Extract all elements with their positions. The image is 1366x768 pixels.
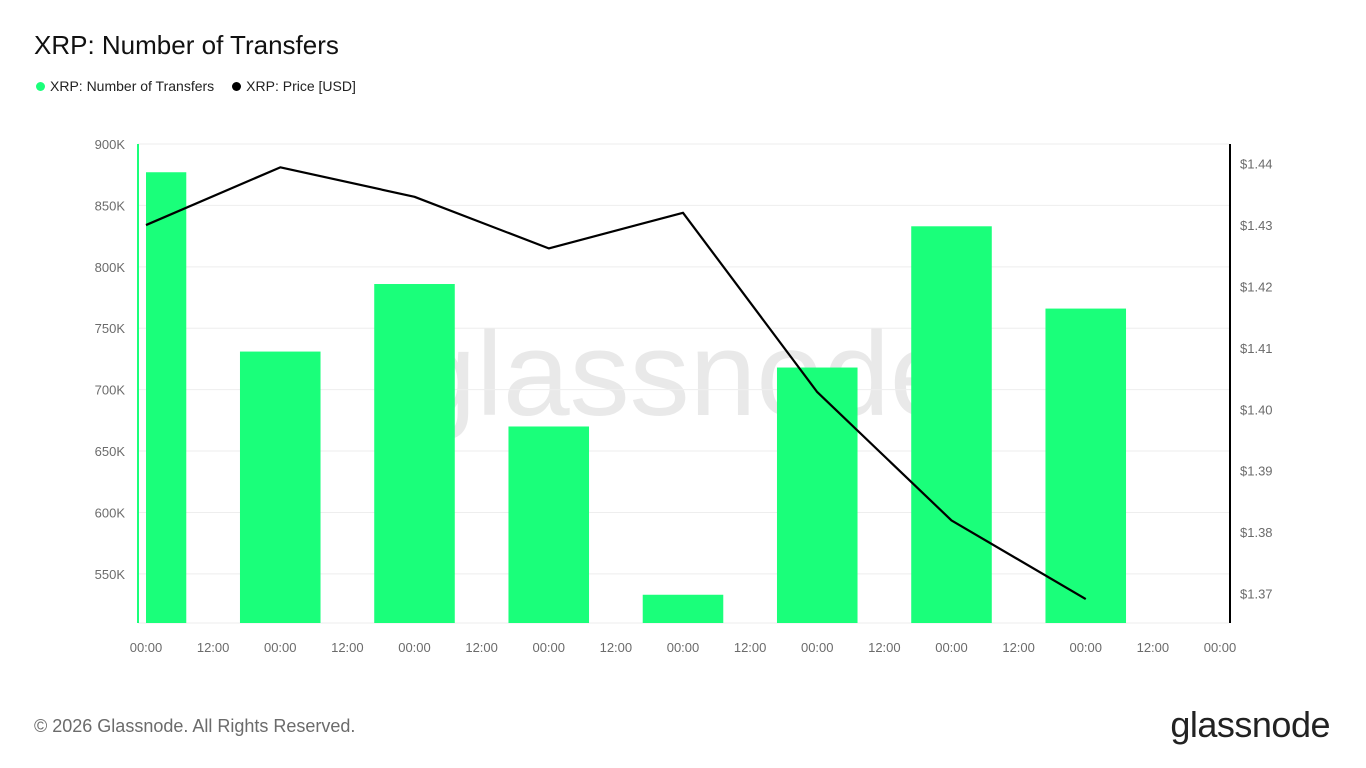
price-line xyxy=(145,166,1087,600)
y-right-tick-label: $1.40 xyxy=(1240,402,1273,417)
legend-item-transfers[interactable]: XRP: Number of Transfers xyxy=(36,78,214,94)
bar xyxy=(911,226,992,624)
x-tick-label: 00:00 xyxy=(532,640,565,655)
legend-dot-transfers xyxy=(36,81,45,91)
y-right-tick-label: $1.38 xyxy=(1240,525,1273,540)
x-tick-label: 12:00 xyxy=(734,640,767,655)
y-right-tick-label: $1.39 xyxy=(1240,464,1273,479)
footer-brand-logo[interactable]: glassnode xyxy=(1170,704,1330,745)
x-tick-label: 00:00 xyxy=(667,640,700,655)
line-layer xyxy=(145,166,1087,600)
y-left-tick-label: 900K xyxy=(95,137,126,152)
bar xyxy=(1045,308,1127,623)
bar xyxy=(146,172,187,623)
axis-layer: 550K 600K 650K 700K 750K 800K 850K 900K $1.37 $1.… xyxy=(95,137,1273,655)
y-left-tick-label: 700K xyxy=(95,383,126,398)
x-tick-label: 00:00 xyxy=(801,640,834,655)
bar xyxy=(239,351,321,623)
chart-canvas[interactable]: glassnode 550K 600K 650K 700K 750K 800K 850K 90… xyxy=(0,0,1366,700)
x-tick-label: 00:00 xyxy=(398,640,431,655)
y-left-tick-label: 750K xyxy=(95,321,126,336)
bar xyxy=(642,594,724,623)
legend-item-price[interactable]: XRP: Price [USD] xyxy=(232,78,356,94)
bar xyxy=(374,284,455,623)
x-tick-label: 12:00 xyxy=(331,640,364,655)
x-tick-label: 00:00 xyxy=(264,640,297,655)
legend-dot-price xyxy=(232,81,242,91)
x-tick-label: 00:00 xyxy=(1069,640,1102,655)
legend: XRP: Number of Transfers XRP: Price [USD… xyxy=(36,78,374,94)
x-tick-label: 12:00 xyxy=(197,640,230,655)
legend-label-transfers: XRP: Number of Transfers xyxy=(50,78,215,94)
y-right-tick-label: $1.42 xyxy=(1240,279,1273,294)
bar xyxy=(508,426,590,623)
y-right-tick-label: $1.43 xyxy=(1240,218,1273,233)
x-tick-label: 00:00 xyxy=(1204,640,1237,655)
legend-label-price: XRP: Price [USD] xyxy=(246,78,356,94)
footer-copyright: © 2026 Glassnode. All Rights Reserved. xyxy=(34,716,356,736)
bar xyxy=(776,367,858,623)
y-left-tick-label: 650K xyxy=(95,444,126,459)
y-right-tick-label: $1.44 xyxy=(1240,157,1273,172)
x-tick-label: 12:00 xyxy=(600,640,633,655)
chart-title: XRP: Number of Transfers xyxy=(34,30,339,60)
watermark-text: glassnode xyxy=(409,307,956,441)
x-tick-label: 00:00 xyxy=(130,640,163,655)
y-right-tick-label: $1.41 xyxy=(1240,341,1273,356)
x-tick-label: 12:00 xyxy=(1137,640,1170,655)
y-left-tick-label: 800K xyxy=(95,260,126,275)
x-tick-label: 12:00 xyxy=(465,640,498,655)
x-tick-label: 12:00 xyxy=(1002,640,1035,655)
y-left-tick-label: 850K xyxy=(95,198,126,213)
x-tick-label: 12:00 xyxy=(868,640,901,655)
bar-layer xyxy=(146,172,1127,624)
y-left-tick-label: 600K xyxy=(95,505,126,520)
x-tick-label: 00:00 xyxy=(935,640,968,655)
y-left-tick-label: 550K xyxy=(95,567,126,582)
y-right-tick-label: $1.37 xyxy=(1240,587,1273,602)
